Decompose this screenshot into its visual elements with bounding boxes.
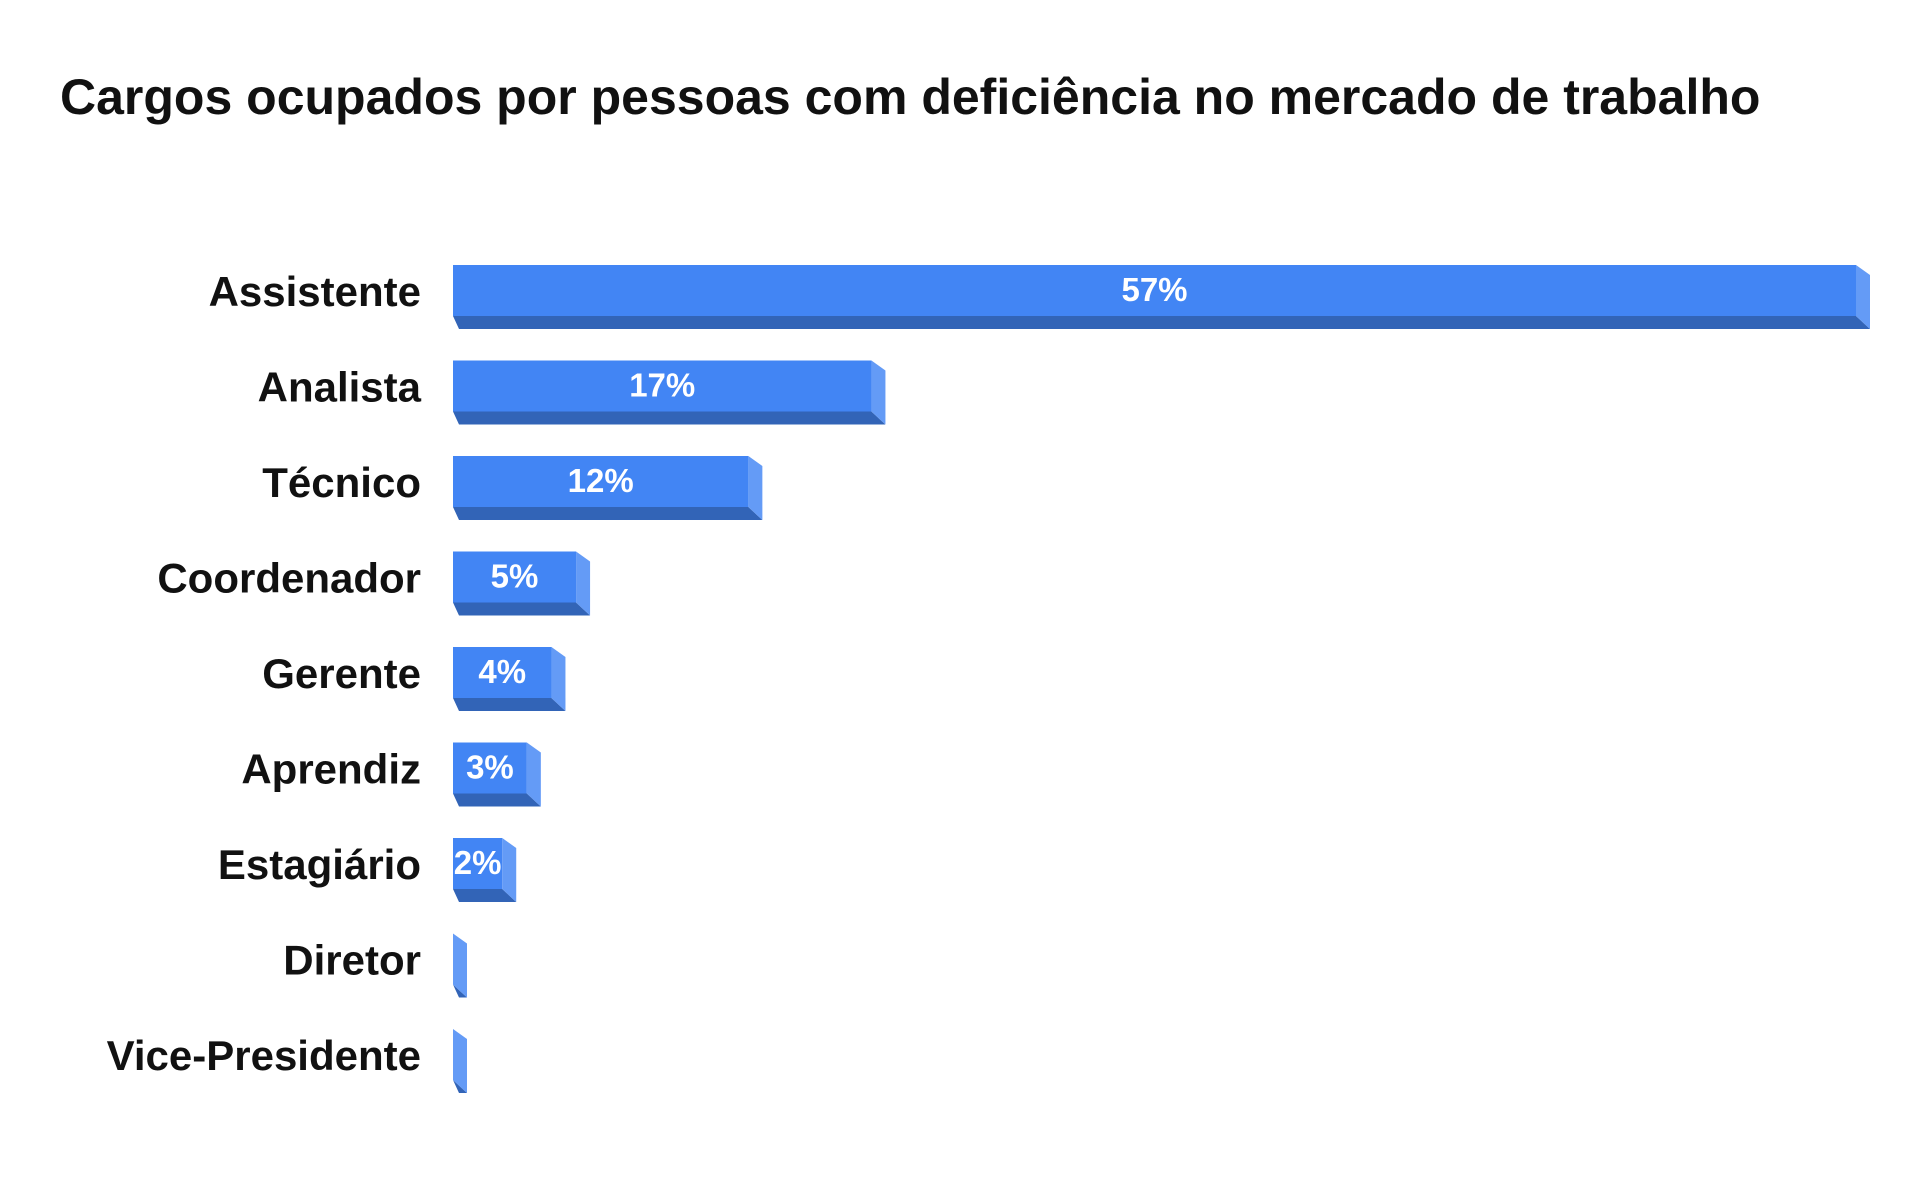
bar-side <box>526 742 541 807</box>
bar-side <box>453 1029 467 1093</box>
bar-depth <box>453 698 566 711</box>
category-label: Técnico <box>262 459 421 506</box>
bar-side <box>871 360 886 425</box>
bar-depth <box>453 411 886 425</box>
bar-depth <box>453 793 541 807</box>
category-label: Estagiário <box>218 841 421 888</box>
bar <box>453 360 872 412</box>
bar <box>453 742 527 794</box>
category-label: Gerente <box>262 650 421 697</box>
category-label: Coordenador <box>157 555 421 602</box>
bar <box>453 838 503 889</box>
data-label: 17% <box>629 367 695 404</box>
data-label: 4% <box>478 653 526 690</box>
category-label: Vice-Presidente <box>107 1032 421 1079</box>
bar-side <box>453 933 467 998</box>
bar-side <box>1856 265 1870 329</box>
category-label: Diretor <box>283 937 421 984</box>
bar <box>453 265 1856 316</box>
data-label: 3% <box>466 749 514 786</box>
bar-side <box>551 647 566 711</box>
chart-title: Cargos ocupados por pessoas com deficiên… <box>60 69 1761 125</box>
bar-side <box>502 838 517 902</box>
bar-depth <box>453 316 1870 329</box>
category-label: Assistente <box>209 268 421 315</box>
bar <box>453 456 749 507</box>
category-label: Analista <box>258 364 422 411</box>
data-label: 57% <box>1121 271 1187 308</box>
bar-side <box>748 456 763 520</box>
data-label: 2% <box>454 844 502 881</box>
bar <box>453 551 577 603</box>
category-label: Aprendiz <box>241 746 421 793</box>
bar-depth <box>453 507 763 520</box>
data-label: 12% <box>568 462 634 499</box>
bar-depth <box>453 889 517 902</box>
bar <box>453 647 552 698</box>
bar-side <box>576 551 591 616</box>
bar-depth <box>453 602 591 616</box>
data-label: 5% <box>491 558 539 595</box>
